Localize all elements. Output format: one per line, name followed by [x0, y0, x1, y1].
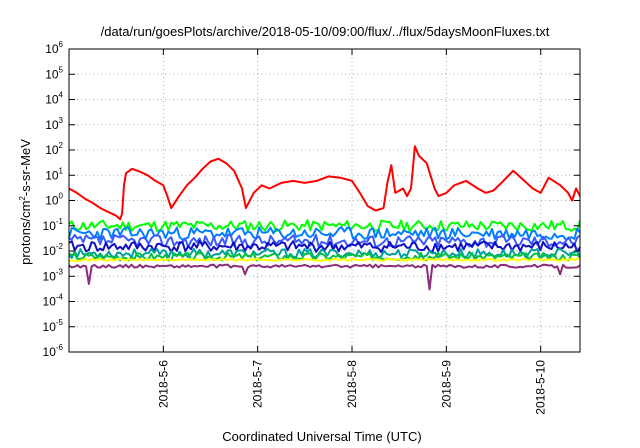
x-tick-label: 2018-5-7: [251, 360, 265, 408]
y-tick-label: 10-4: [43, 293, 64, 309]
series-line-2: [68, 219, 581, 233]
x-axis-title: Coordinated Universal Time (UTC): [222, 429, 421, 444]
y-tick-label: 106: [45, 40, 63, 56]
y-tick-label: 10-2: [43, 242, 64, 258]
chart-title: /data/run/goesPlots/archive/2018-05-10/0…: [101, 24, 550, 39]
y-tick-label: 101: [45, 166, 63, 182]
y-tick-label: 100: [45, 192, 63, 208]
y-axis-title-suffix: -s-sr-MeV: [18, 139, 33, 196]
series-line-9: [68, 263, 581, 291]
y-tick-label: 10-3: [43, 267, 64, 283]
y-tick-label: 10-6: [43, 343, 64, 359]
series-line-8: [68, 257, 581, 262]
y-tick-label: 10-1: [43, 217, 64, 233]
y-axis-title-prefix: protons/cm: [18, 201, 33, 265]
y-tick-label: 105: [45, 65, 63, 81]
y-axis-label: protons/cm2-s-sr-MeV: [18, 139, 33, 265]
series-group: [68, 145, 581, 291]
x-tick-label: 2018-5-9: [439, 360, 453, 408]
series-line-3: [68, 226, 581, 241]
ticks: 10-6 10-5 10-4 10-3 10-2 10-1 100 101 102 103 104 1…: [43, 40, 580, 415]
y-tick-label: 103: [45, 116, 63, 132]
y-axis-title-superscript: 2: [18, 196, 27, 201]
y-tick-label: 104: [45, 91, 63, 107]
x-tick-label: 2018-5-10: [534, 360, 548, 415]
x-tick-label: 2018-5-6: [156, 360, 170, 408]
y-axis-title: protons/cm2-s-sr-MeV: [18, 139, 33, 265]
x-tick-label: 2018-5-8: [345, 360, 359, 408]
grid: [69, 48, 580, 353]
y-tick-label: 10-5: [43, 318, 64, 334]
series-line-1: [68, 145, 581, 221]
series-line-4: [68, 233, 581, 249]
series-line-6: [68, 247, 581, 259]
y-tick-label: 102: [45, 141, 63, 157]
